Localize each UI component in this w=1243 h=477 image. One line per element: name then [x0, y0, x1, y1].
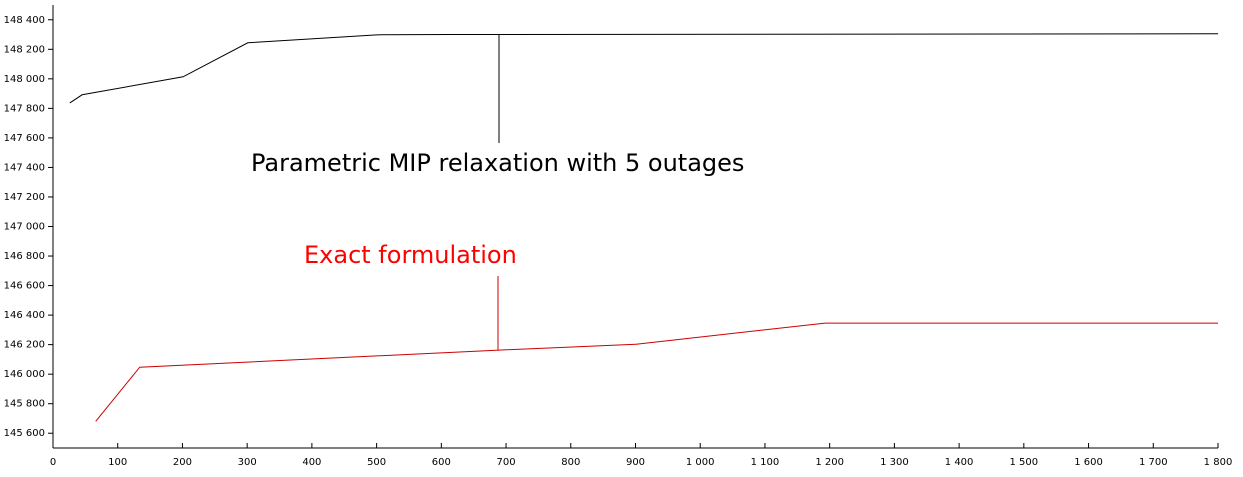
y-tick-label: 146 000 — [4, 369, 45, 380]
y-tick-label: 145 800 — [4, 399, 45, 410]
y-tick-label: 148 000 — [4, 74, 45, 85]
x-tick-label: 1 600 — [1074, 457, 1103, 468]
x-tick-label: 700 — [497, 457, 516, 468]
y-tick-label: 145 600 — [4, 428, 45, 439]
y-tick-label: 146 600 — [4, 281, 45, 292]
y-tick-label: 147 200 — [4, 192, 45, 203]
y-tick-label: 146 400 — [4, 310, 45, 321]
x-tick-label: 500 — [367, 457, 386, 468]
y-tick-label: 147 400 — [4, 162, 45, 173]
y-tick-label: 148 200 — [4, 44, 45, 55]
line — [69, 33, 1219, 104]
x-tick-label: 400 — [302, 457, 321, 468]
line — [95, 322, 1218, 422]
x-tick-label: 200 — [173, 457, 192, 468]
x-tick-label: 1 200 — [815, 457, 844, 468]
x-tick-label: 1 800 — [1204, 457, 1233, 468]
x-tick-label: 300 — [238, 457, 257, 468]
annotation: Parametric MIP relaxation with 5 outages — [251, 149, 744, 177]
x-tick-label: 900 — [626, 457, 645, 468]
x-tick-label: 1 400 — [945, 457, 974, 468]
x-tick-label: 800 — [561, 457, 580, 468]
y-tick-label: 148 400 — [4, 15, 45, 26]
y-tick-label: 146 200 — [4, 340, 45, 351]
y-tick-label: 146 800 — [4, 251, 45, 262]
annotation: Exact formulation — [304, 241, 517, 269]
y-tick-label: 147 000 — [4, 222, 45, 233]
y-tick-label: 147 600 — [4, 133, 45, 144]
x-tick-label: 0 — [50, 457, 56, 468]
x-tick-label: 1 500 — [1010, 457, 1039, 468]
x-tick-label: 100 — [108, 457, 127, 468]
y-tick-label: 147 800 — [4, 103, 45, 114]
x-tick-label: 1 700 — [1139, 457, 1168, 468]
x-tick-label: 600 — [432, 457, 451, 468]
x-tick-label: 1 100 — [751, 457, 780, 468]
x-tick-label: 1 300 — [880, 457, 909, 468]
x-tick-label: 1 000 — [686, 457, 715, 468]
